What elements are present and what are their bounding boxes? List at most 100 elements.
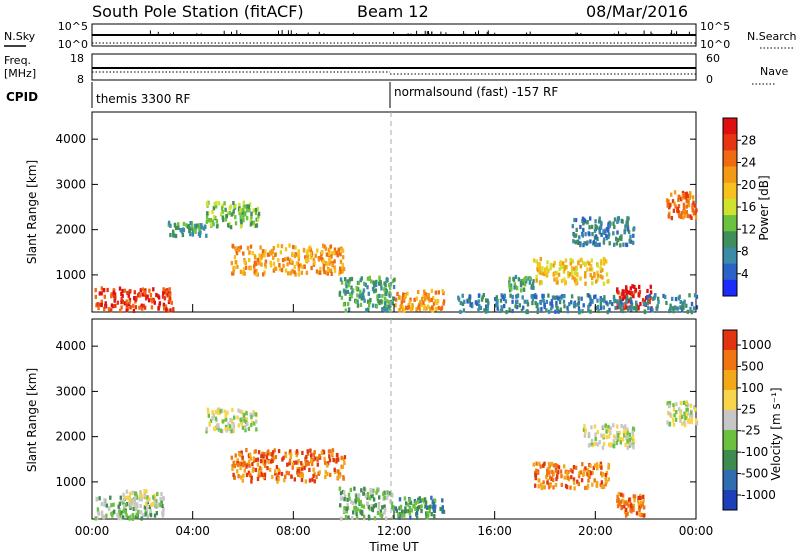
echo-cell [677, 194, 680, 199]
echo-cell [172, 231, 175, 236]
echo-cell [574, 279, 577, 284]
echo-cell [624, 424, 627, 429]
echo-cell [251, 251, 254, 256]
echo-cell [605, 259, 608, 264]
echo-cell [415, 511, 419, 516]
echo-cell [276, 472, 279, 477]
echo-cell [687, 203, 690, 208]
echo-cell [339, 496, 343, 501]
echo-cell [441, 505, 444, 510]
echo-cell [619, 499, 622, 505]
echo-cell [121, 293, 124, 298]
echo-cell [542, 298, 545, 303]
echo-cell [583, 218, 587, 223]
cpid-segment-2: normalsound (fast) -157 RF [394, 85, 558, 99]
echo-cell [346, 503, 349, 508]
echo-cell [432, 502, 436, 507]
echo-cell [126, 515, 130, 520]
echo-cell [557, 465, 561, 470]
echo-cell [555, 303, 558, 308]
echo-cell [686, 408, 689, 413]
echo-cell [611, 301, 614, 307]
echo-cell [430, 495, 433, 500]
echo-cell [128, 491, 132, 496]
echo-cell [243, 206, 246, 211]
echo-cell [232, 460, 235, 465]
echo-cell [133, 500, 137, 505]
echo-cell [526, 302, 530, 307]
echo-cell [649, 290, 653, 295]
echo-cell [343, 289, 346, 294]
echo-cell [572, 465, 576, 470]
echo-cell [591, 281, 594, 286]
freq-tick-bottom: 8 [77, 73, 84, 86]
noise-tick-bottom-right: 10^0 [700, 38, 730, 51]
echo-cell [303, 465, 306, 471]
echo-cell [599, 306, 603, 311]
echo-cell [277, 258, 280, 263]
echo-cell [645, 296, 648, 301]
echo-cell [156, 503, 159, 508]
echo-cell [678, 407, 681, 412]
echo-cell [609, 431, 612, 436]
echo-cell [242, 214, 245, 219]
echo-cell [181, 232, 185, 238]
echo-cell [398, 515, 401, 520]
echo-cell [681, 421, 684, 426]
echo-cell [582, 261, 585, 266]
echo-cell [205, 215, 209, 220]
echo-cell [599, 225, 603, 230]
echo-cell [221, 215, 224, 220]
echo-cell [213, 202, 216, 207]
echo-cell [582, 472, 585, 477]
echo-cell [662, 293, 665, 299]
echo-cell [431, 308, 434, 313]
echo-cell [566, 475, 570, 480]
echo-cell [511, 308, 514, 314]
echo-cell [151, 502, 155, 507]
echo-cell [191, 232, 195, 237]
echo-cell [158, 303, 161, 308]
echo-cell [639, 301, 642, 307]
echo-cell [430, 297, 433, 302]
echo-cell [214, 416, 218, 421]
echo-cell [519, 280, 523, 286]
echo-cell [566, 305, 569, 310]
echo-cell [409, 515, 412, 520]
echo-cell [233, 255, 237, 260]
echo-cell [562, 299, 566, 304]
echo-cell [261, 451, 264, 456]
echo-cell [607, 232, 611, 237]
echo-cell [619, 440, 622, 445]
echo-cell [331, 251, 334, 256]
echo-cell [234, 221, 238, 226]
echo-cell [545, 299, 548, 304]
echo-cell [377, 502, 381, 507]
echo-cell [333, 247, 337, 252]
echo-cell [355, 494, 358, 499]
echo-cell [362, 491, 365, 496]
echo-cell [635, 300, 638, 305]
echo-cell [604, 476, 607, 482]
echo-cell [158, 301, 162, 306]
echo-cell [691, 203, 694, 208]
echo-cell [600, 465, 603, 470]
echo-cell [671, 418, 675, 423]
echo-cell [285, 470, 288, 475]
echo-cell [604, 482, 607, 487]
echo-cell [264, 249, 267, 254]
echo-cell [403, 496, 407, 501]
echo-cell [251, 462, 254, 467]
echo-cell [241, 208, 244, 213]
echo-cell [671, 199, 675, 204]
echo-cell [230, 455, 233, 460]
echo-cell [284, 268, 288, 273]
echo-cell [603, 295, 606, 300]
echo-cell [432, 296, 435, 301]
echo-cell [236, 458, 239, 463]
echo-cell [350, 276, 354, 282]
echo-cell [616, 424, 619, 429]
echo-cell [219, 212, 223, 217]
echo-cell [383, 496, 386, 501]
